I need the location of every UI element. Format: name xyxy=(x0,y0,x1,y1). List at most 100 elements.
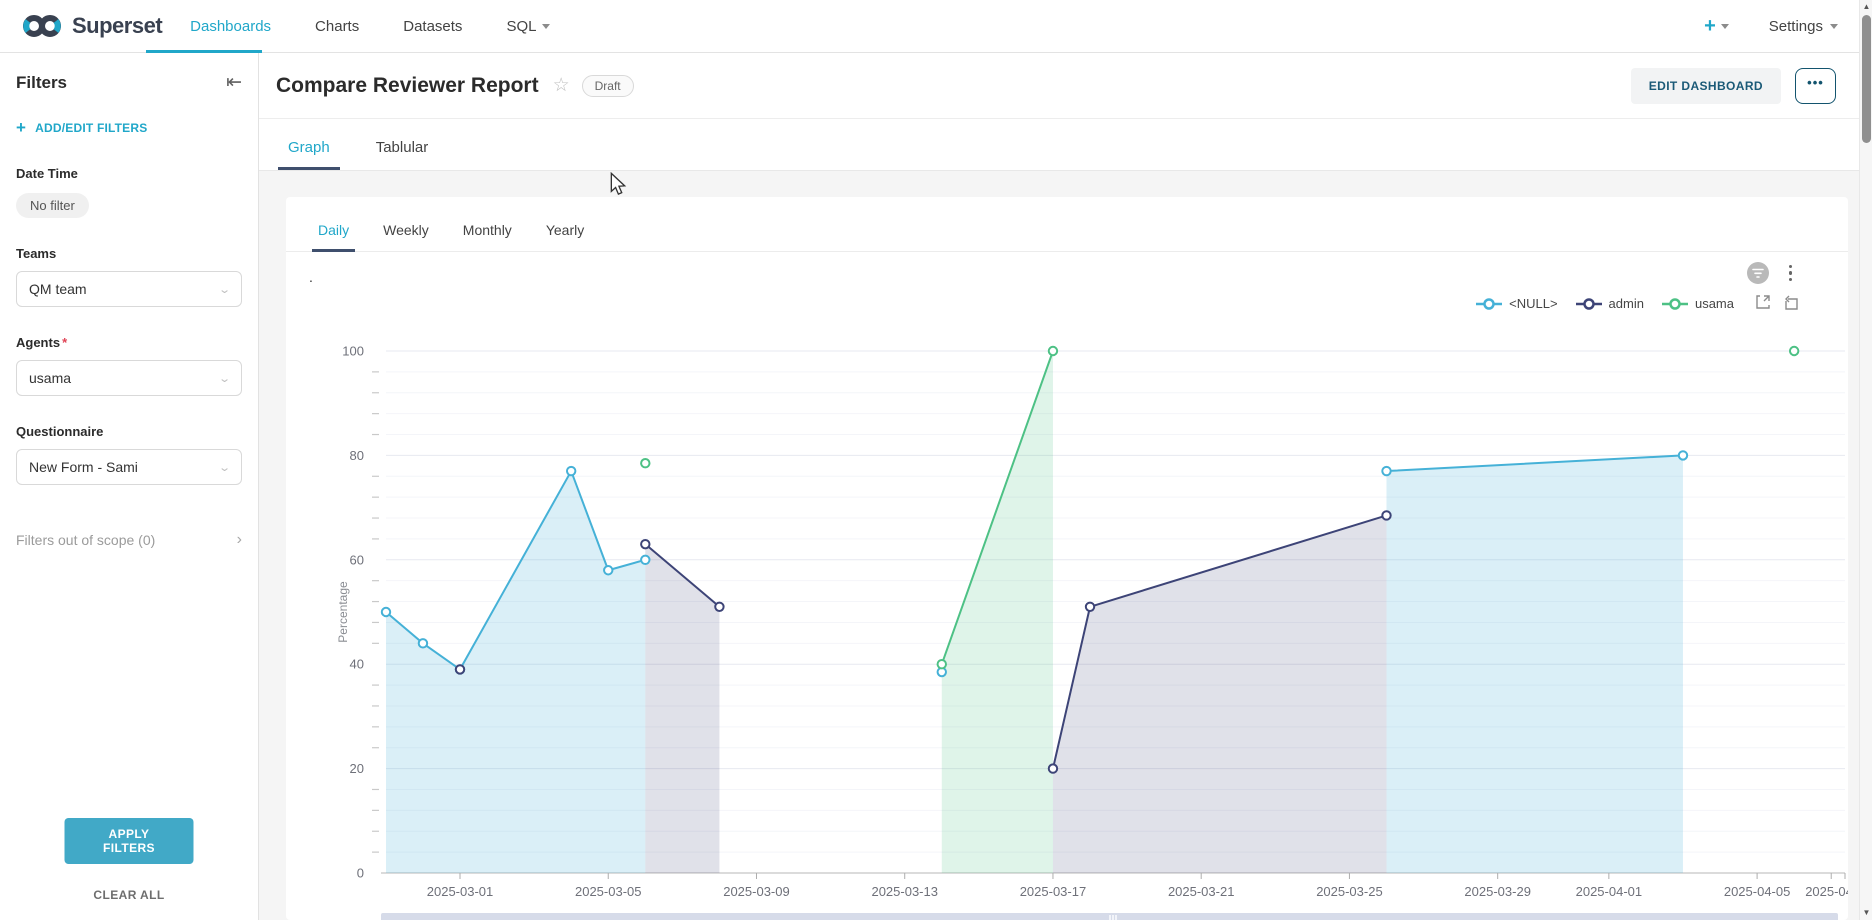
chart-actions xyxy=(1746,262,1797,284)
dashboard-tabs: Graph Tablular xyxy=(259,119,1860,171)
zoom-select-icon[interactable] xyxy=(1756,295,1773,312)
dashboard-content: Daily Weekly Monthly Yearly . <NULL> xyxy=(259,172,1860,920)
required-asterisk: * xyxy=(62,335,68,350)
brand-name: Superset xyxy=(72,13,163,38)
agents-label: Agents xyxy=(16,335,61,350)
legend-label: admin xyxy=(1608,296,1644,311)
favorite-star-icon[interactable]: ☆ xyxy=(552,75,570,96)
datazoom-slider[interactable] xyxy=(381,913,1838,920)
nav-datasets[interactable]: Datasets xyxy=(403,17,463,35)
filters-sidebar: Filters ⇤ + ADD/EDIT FILTERS Date Time N… xyxy=(0,53,259,920)
tab-monthly[interactable]: Monthly xyxy=(462,222,512,238)
superset-logo[interactable]: Superset xyxy=(0,13,190,39)
add-edit-filters-label: ADD/EDIT FILTERS xyxy=(35,121,148,135)
scroll-down-icon[interactable]: ▼ xyxy=(1862,908,1871,917)
chevron-down-icon: ⌄ xyxy=(217,372,231,385)
svg-text:2025-04-: 2025-04- xyxy=(1805,884,1848,899)
navbar-right: + Settings xyxy=(1704,15,1872,38)
date-time-filter-chip[interactable]: No filter xyxy=(16,193,89,218)
settings-menu[interactable]: Settings xyxy=(1769,18,1838,35)
page-title: Compare Reviewer Report xyxy=(276,73,539,97)
plus-icon: + xyxy=(1704,14,1716,37)
svg-text:2025-03-01: 2025-03-01 xyxy=(427,884,494,899)
svg-text:40: 40 xyxy=(350,657,364,672)
nav-sql[interactable]: SQL xyxy=(506,17,551,35)
teams-select-value: QM team xyxy=(29,281,87,297)
new-item-button[interactable]: + xyxy=(1704,15,1729,38)
settings-label: Settings xyxy=(1768,17,1823,35)
add-edit-filters-button[interactable]: + ADD/EDIT FILTERS xyxy=(16,118,242,138)
scroll-up-icon[interactable]: ▲ xyxy=(1862,2,1871,11)
top-navbar: Superset Dashboards Charts Datasets SQL … xyxy=(0,0,1872,53)
questionnaire-select-value: New Form - Sami xyxy=(29,459,138,475)
chevron-down-icon xyxy=(1720,23,1729,29)
chevron-right-icon: › xyxy=(236,531,242,548)
dashboard-header: Compare Reviewer Report ☆ Draft EDIT DAS… xyxy=(259,53,1860,119)
svg-text:20: 20 xyxy=(350,761,364,776)
agents-select-value: usama xyxy=(29,370,72,386)
legend-item-usama[interactable]: usama xyxy=(1661,296,1734,311)
filter-label-questionnaire: Questionnaire xyxy=(16,424,104,439)
legend-item-admin[interactable]: admin xyxy=(1575,296,1644,311)
clear-all-button[interactable]: CLEAR ALL xyxy=(93,888,165,902)
svg-text:2025-03-09: 2025-03-09 xyxy=(723,884,790,899)
chart-filter-icon[interactable] xyxy=(1746,262,1769,284)
svg-text:2025-03-29: 2025-03-29 xyxy=(1464,884,1531,899)
nav-dashboards[interactable]: Dashboards xyxy=(190,17,272,35)
more-options-button[interactable]: ••• xyxy=(1795,67,1836,104)
tab-weekly[interactable]: Weekly xyxy=(383,222,429,238)
main-content: Compare Reviewer Report ☆ Draft EDIT DAS… xyxy=(259,53,1860,920)
datazoom-handle[interactable] xyxy=(1109,915,1117,920)
teams-select[interactable]: QM team ⌄ xyxy=(16,271,242,307)
chevron-down-icon: ⌄ xyxy=(217,283,231,296)
chevron-down-icon xyxy=(542,23,551,29)
filter-label-agents: Agents * xyxy=(16,335,242,350)
chart-title-dot: . xyxy=(309,269,313,285)
svg-text:2025-04-01: 2025-04-01 xyxy=(1576,884,1643,899)
chart-menu-icon[interactable] xyxy=(1785,263,1797,284)
chart-toolbox xyxy=(1756,295,1800,312)
svg-text:2025-03-25: 2025-03-25 xyxy=(1316,884,1383,899)
nav-charts[interactable]: Charts xyxy=(315,17,360,35)
line-chart[interactable]: 0 20 40 60 80 100 2025-03-01 2025-03-05 2025-03-… xyxy=(286,197,1848,913)
chart-legend: <NULL> admin usama xyxy=(1476,295,1800,312)
legend-label: usama xyxy=(1694,296,1734,311)
svg-text:2025-03-21: 2025-03-21 xyxy=(1168,884,1235,899)
filter-label-teams: Teams xyxy=(16,246,57,261)
svg-text:0: 0 xyxy=(357,866,364,881)
filter-label-date-time: Date Time xyxy=(16,166,78,181)
questionnaire-select[interactable]: New Form - Sami ⌄ xyxy=(16,449,242,485)
svg-text:80: 80 xyxy=(350,448,364,463)
zoom-reset-icon[interactable] xyxy=(1783,295,1800,312)
chevron-down-icon: ⌄ xyxy=(217,461,231,474)
scrollbar-thumb[interactable] xyxy=(1862,15,1871,143)
svg-text:60: 60 xyxy=(350,552,364,567)
tab-yearly[interactable]: Yearly xyxy=(545,222,585,238)
tab-graph[interactable]: Graph xyxy=(278,139,340,170)
filters-title: Filters xyxy=(16,72,68,92)
filters-out-of-scope-toggle[interactable]: Filters out of scope (0) › xyxy=(16,531,242,549)
tab-daily[interactable]: Daily xyxy=(311,222,356,252)
apply-filters-button[interactable]: APPLY FILTERS xyxy=(64,818,194,864)
tab-tabular[interactable]: Tablular xyxy=(375,139,429,156)
svg-text:2025-03-17: 2025-03-17 xyxy=(1020,884,1086,899)
nav-sql-label: SQL xyxy=(506,17,537,35)
period-tabs: Daily Weekly Monthly Yearly xyxy=(286,197,1848,252)
legend-marker-icon xyxy=(1575,297,1602,310)
legend-label: <NULL> xyxy=(1509,296,1558,311)
edit-dashboard-button[interactable]: EDIT DASHBOARD xyxy=(1630,67,1781,104)
filters-out-of-scope-label: Filters out of scope (0) xyxy=(16,532,156,548)
legend-marker-icon xyxy=(1476,297,1503,310)
status-badge: Draft xyxy=(581,74,634,97)
collapse-sidebar-icon[interactable]: ⇤ xyxy=(226,72,242,93)
legend-item-null[interactable]: <NULL> xyxy=(1476,296,1558,311)
page-scrollbar[interactable]: ▲ ▼ xyxy=(1859,0,1872,920)
svg-text:2025-03-05: 2025-03-05 xyxy=(575,884,642,899)
chevron-down-icon xyxy=(1830,23,1838,29)
agents-select[interactable]: usama ⌄ xyxy=(16,360,242,396)
superset-logo-icon xyxy=(23,15,61,37)
svg-text:2025-03-13: 2025-03-13 xyxy=(871,884,938,899)
svg-text:100: 100 xyxy=(342,344,364,359)
chart-panel: Daily Weekly Monthly Yearly . <NULL> xyxy=(286,197,1848,920)
active-nav-indicator xyxy=(146,50,262,53)
